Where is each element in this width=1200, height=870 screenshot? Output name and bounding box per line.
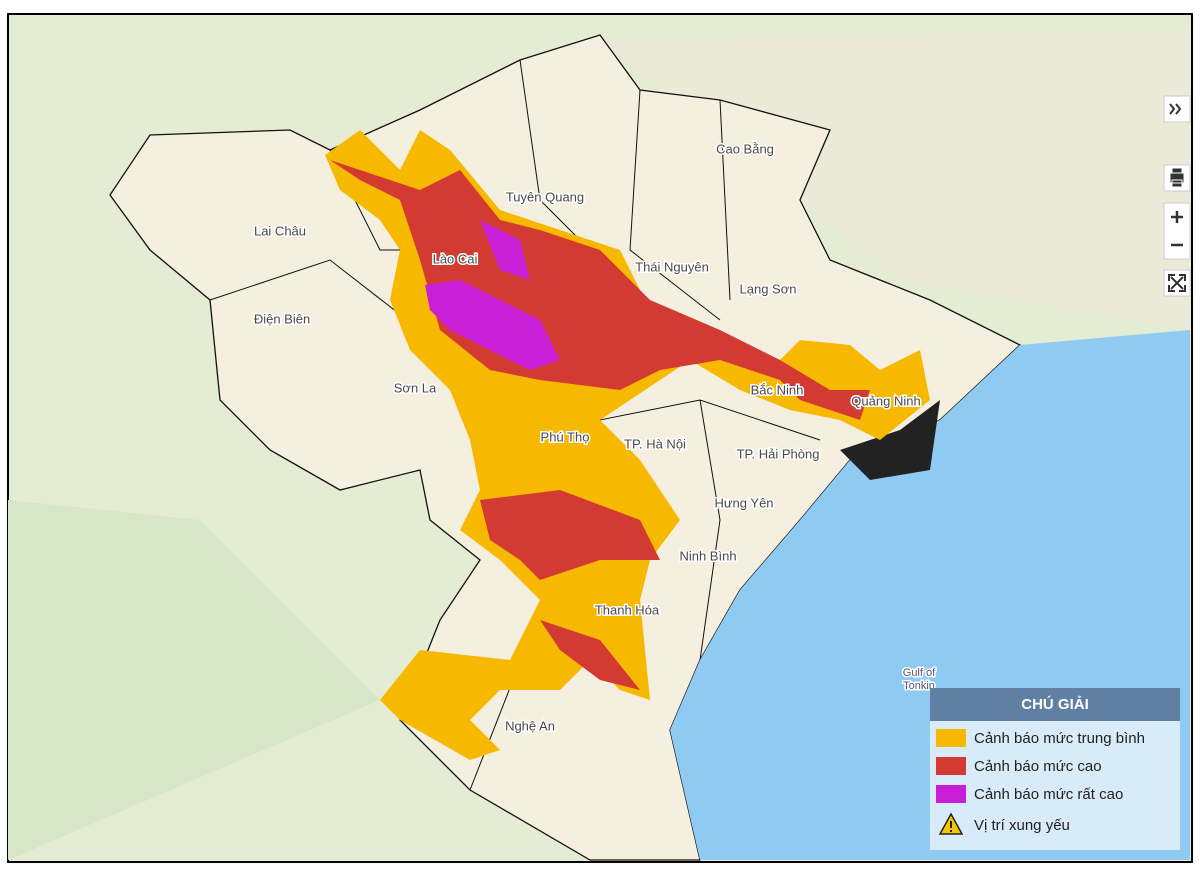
print-icon <box>1169 167 1185 188</box>
collapse-button[interactable] <box>1163 95 1191 123</box>
place-label: Nghệ An <box>505 718 555 733</box>
place-label: Sơn La <box>394 380 437 395</box>
place-label: Bắc Ninh <box>751 382 804 397</box>
legend-title: CHÚ GIẢI <box>1021 695 1089 713</box>
zone-very-high <box>425 220 560 370</box>
legend: CHÚ GIẢI Cảnh báo mức trung bình Cảnh bá… <box>930 688 1180 850</box>
place-label: Thái Nguyên <box>635 259 709 274</box>
place-label: Cao Bằng <box>716 141 774 156</box>
place-label: TP. Hà Nội <box>624 436 686 451</box>
fullscreen-icon <box>1168 274 1186 292</box>
legend-swatch <box>936 757 966 775</box>
legend-label: Cảnh báo mức cao <box>974 758 1102 775</box>
map-controls <box>1163 95 1191 297</box>
legend-swatch <box>936 785 966 803</box>
legend-header <box>930 688 1180 721</box>
legend-label: Vị trí xung yếu <box>974 817 1070 834</box>
terrain <box>600 30 1190 330</box>
legend-label: Cảnh báo mức trung bình <box>974 730 1145 747</box>
place-label: Lào Cai <box>433 251 478 266</box>
place-label: Điện Biên <box>254 311 310 326</box>
place-label: Thanh Hóa <box>595 602 660 617</box>
place-label: Phú Thọ <box>541 429 590 444</box>
sea-label: Gulf of <box>903 667 936 679</box>
legend-label: Cảnh báo mức rất cao <box>974 786 1123 803</box>
place-label: Quảng Ninh <box>851 393 920 408</box>
place-label: Tuyên Quang <box>506 189 584 204</box>
sea-label: Tonkin <box>903 680 935 692</box>
place-label: Lai Châu <box>254 223 306 238</box>
place-label: Ninh Bình <box>679 548 736 563</box>
place-label: Lạng Sơn <box>740 281 797 296</box>
islands <box>840 400 940 480</box>
place-label: TP. Hải Phòng <box>737 446 820 461</box>
terrain <box>8 500 380 860</box>
legend-swatch <box>936 729 966 747</box>
place-label: Hưng Yên <box>714 495 773 510</box>
collapse-icon <box>1169 103 1182 115</box>
zoom-in[interactable] <box>1171 211 1183 223</box>
